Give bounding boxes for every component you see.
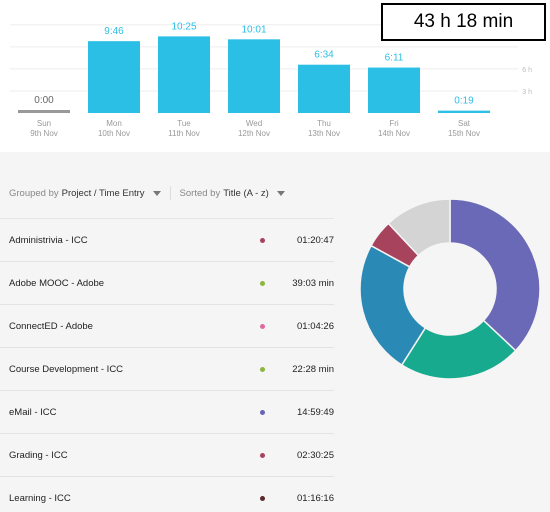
bar-value-label: 6:34 bbox=[314, 50, 334, 61]
total-time-box: 43 h 18 min bbox=[381, 3, 546, 41]
group-by-value: Project / Time Entry bbox=[61, 187, 145, 199]
bar-value-label: 6:11 bbox=[385, 53, 404, 64]
day-label: Sat 15th Nov bbox=[424, 119, 504, 139]
entry-duration: 14:59:49 bbox=[297, 407, 334, 418]
entry-duration: 39:03 min bbox=[292, 278, 334, 289]
list-item[interactable]: Adobe MOOC - Adobe 39:03 min bbox=[0, 262, 334, 305]
list-item[interactable]: Course Development - ICC 22:28 min bbox=[0, 348, 334, 391]
day-label: Sun 9th Nov bbox=[4, 119, 84, 139]
bar-value-label: 10:01 bbox=[241, 24, 266, 35]
y-tick-label: 6 h bbox=[522, 67, 532, 74]
project-donut-chart bbox=[359, 198, 541, 380]
sort-by-prefix: Sorted by bbox=[179, 187, 221, 199]
chevron-down-icon bbox=[276, 190, 285, 196]
entries-list: Administrivia - ICC 01:20:47 Adobe MOOC … bbox=[0, 218, 334, 512]
bar-mon[interactable] bbox=[88, 41, 140, 113]
bar-value-label: 0:19 bbox=[454, 96, 474, 107]
entry-duration: 02:30:25 bbox=[297, 450, 334, 461]
donut-slice[interactable] bbox=[449, 198, 541, 352]
day-name: Fri bbox=[389, 119, 399, 128]
day-date: 10th Nov bbox=[97, 129, 131, 138]
day-date: 9th Nov bbox=[30, 129, 58, 138]
entry-title: Course Development - ICC bbox=[9, 364, 124, 375]
entry-color-dot bbox=[260, 367, 265, 372]
entry-title: Administrivia - ICC bbox=[9, 235, 88, 246]
controls-divider bbox=[169, 186, 171, 200]
donut-slice[interactable] bbox=[359, 244, 427, 367]
bar-tue[interactable] bbox=[158, 36, 210, 113]
total-time: 43 h 18 min bbox=[413, 11, 514, 32]
day-date: 13th Nov bbox=[307, 129, 341, 138]
bar-value-label: 9:46 bbox=[104, 26, 124, 37]
entry-title: eMail - ICC bbox=[9, 407, 57, 418]
chevron-down-icon bbox=[152, 190, 161, 196]
entry-color-dot bbox=[260, 238, 265, 243]
list-item[interactable]: eMail - ICC 14:59:49 bbox=[0, 391, 334, 434]
entry-color-dot bbox=[260, 281, 265, 286]
group-by-dropdown[interactable]: Grouped by Project / Time Entry bbox=[9, 188, 161, 199]
bar-fri[interactable] bbox=[368, 67, 420, 113]
bar-sat[interactable] bbox=[438, 110, 490, 113]
bar-thu[interactable] bbox=[298, 64, 350, 113]
entry-color-dot bbox=[260, 410, 265, 415]
entry-duration: 01:04:26 bbox=[297, 321, 334, 332]
list-item[interactable]: Grading - ICC 02:30:25 bbox=[0, 434, 334, 477]
entry-title: Learning - ICC bbox=[9, 493, 71, 504]
day-date: 11th Nov bbox=[168, 129, 200, 138]
sort-by-value: Title (A - z) bbox=[223, 187, 269, 199]
day-label: Mon 10th Nov bbox=[74, 119, 154, 139]
list-item[interactable]: Learning - ICC 01:16:16 bbox=[0, 477, 334, 512]
weekly-bar-chart: 6 h 3 h 0:00 9:46 10:25 10:01 6:34 6:11 0:19 43 … bbox=[0, 0, 550, 152]
bar-wed[interactable] bbox=[228, 39, 280, 113]
day-name: Sun bbox=[36, 119, 52, 128]
day-label: Fri 14th Nov bbox=[354, 119, 434, 139]
entry-title: Grading - ICC bbox=[9, 450, 68, 461]
entry-duration: 22:28 min bbox=[292, 364, 334, 375]
entry-title: ConnectED - Adobe bbox=[9, 321, 93, 332]
entry-color-dot bbox=[260, 324, 265, 329]
list-item[interactable]: Administrivia - ICC 01:20:47 bbox=[0, 219, 334, 262]
day-name: Thu bbox=[317, 119, 331, 128]
day-name: Wed bbox=[245, 119, 263, 128]
day-name: Mon bbox=[106, 119, 122, 128]
bar-value-label: 10:25 bbox=[171, 21, 196, 32]
bar-value-label: 0:00 bbox=[34, 95, 54, 106]
day-date: 14th Nov bbox=[377, 129, 411, 138]
bar-sun[interactable] bbox=[18, 110, 70, 113]
bar-chart-svg: 6 h 3 h 0:00 9:46 10:25 10:01 6:34 6:11 0:19 bbox=[10, 21, 532, 113]
entry-title: Adobe MOOC - Adobe bbox=[9, 278, 105, 289]
day-label: Thu 13th Nov bbox=[284, 119, 364, 139]
entry-duration: 01:20:47 bbox=[297, 235, 334, 246]
entry-color-dot bbox=[260, 496, 265, 501]
y-tick-label: 3 h bbox=[522, 89, 532, 96]
list-item[interactable]: ConnectED - Adobe 01:04:26 bbox=[0, 305, 334, 348]
entry-color-dot bbox=[260, 453, 265, 458]
day-name: Sat bbox=[457, 119, 470, 128]
day-name: Tue bbox=[177, 119, 191, 128]
sort-by-dropdown[interactable]: Sorted by Title (A - z) bbox=[180, 188, 285, 199]
entry-duration: 01:16:16 bbox=[297, 493, 334, 504]
day-label: Tue 11th Nov bbox=[144, 119, 224, 139]
day-date: 15th Nov bbox=[447, 129, 481, 138]
group-by-prefix: Grouped by bbox=[9, 187, 59, 199]
day-date: 12th Nov bbox=[237, 129, 271, 138]
list-controls: Grouped by Project / Time Entry Sorted b… bbox=[9, 186, 285, 200]
day-label: Wed 12th Nov bbox=[214, 119, 294, 139]
donut-slice[interactable] bbox=[387, 198, 451, 257]
